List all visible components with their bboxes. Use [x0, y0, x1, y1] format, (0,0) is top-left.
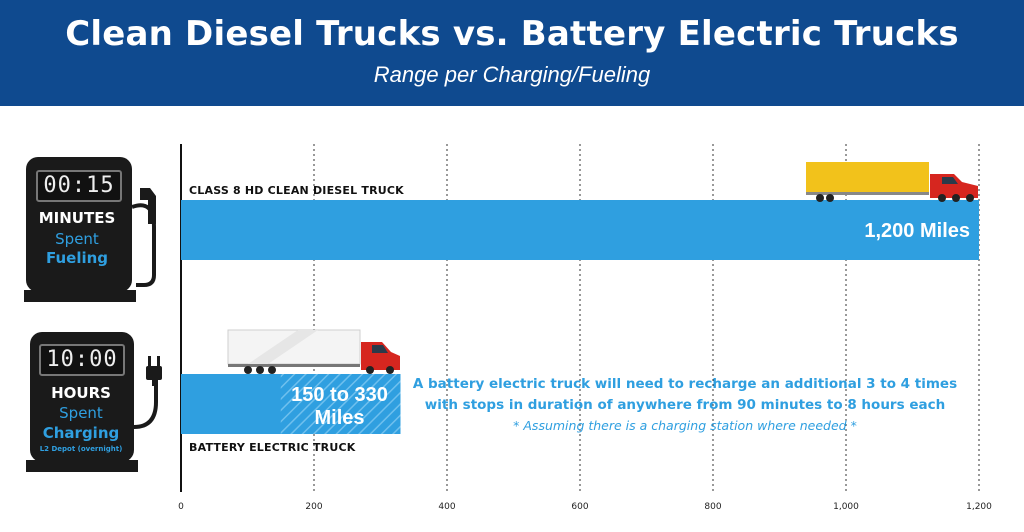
x-tick-label: 1,000	[833, 502, 859, 512]
charging-unit-label: HOURS	[51, 384, 111, 402]
bar-diesel	[181, 200, 979, 260]
bar-label-electric: 150 to 330 Miles	[291, 384, 388, 429]
bar-label-diesel: 1,200 Miles	[864, 220, 970, 242]
x-tick-label: 800	[704, 502, 722, 512]
charging-activity-label: Charging	[42, 424, 120, 442]
bar-electric-range	[280, 374, 401, 434]
fuel-nozzle-icon	[140, 188, 156, 224]
charging-time-display: 10:00	[39, 344, 125, 376]
header-banner: Clean Diesel Trucks vs. Battery Electric…	[0, 0, 1024, 106]
electric-truck-icon	[227, 329, 400, 374]
x-tick-label: 200	[305, 502, 323, 512]
bars-group	[181, 200, 979, 434]
fueling-pump: 00:15 MINUTES Spent Fueling	[26, 157, 132, 292]
fueling-unit-label: MINUTES	[38, 209, 116, 227]
diesel-truck-icon	[806, 162, 978, 202]
x-tick-label: 0	[178, 502, 184, 512]
electric-plug-icon	[146, 356, 162, 386]
charging-station: 10:00 HOURS Spent Charging L2 Depot (ove…	[30, 332, 134, 462]
recharge-note-line2: with stops in duration of anywhere from …	[424, 397, 946, 413]
x-tick-label: 1,200	[966, 502, 992, 512]
charging-spent-label: Spent	[59, 404, 103, 422]
chart-subtitle: Range per Charging/Fueling	[373, 62, 651, 87]
charging-depot-note: L2 Depot (overnight)	[39, 445, 123, 453]
recharge-footnote: * Assuming there is a charging station w…	[513, 418, 857, 433]
chart-title: Clean Diesel Trucks vs. Battery Electric…	[65, 14, 959, 54]
fueling-spent-label: Spent	[55, 230, 99, 248]
category-label-diesel: CLASS 8 HD CLEAN DIESEL TRUCK	[189, 184, 404, 197]
x-tick-label: 400	[438, 502, 456, 512]
fueling-activity-label: Fueling	[45, 249, 109, 267]
fueling-time-display: 00:15	[36, 170, 122, 202]
category-label-electric: BATTERY ELECTRIC TRUCK	[189, 441, 356, 454]
x-tick-label: 600	[571, 502, 589, 512]
grid-lines	[313, 144, 980, 492]
recharge-note-line1: A battery electric truck will need to re…	[412, 376, 958, 392]
